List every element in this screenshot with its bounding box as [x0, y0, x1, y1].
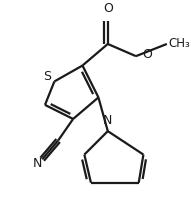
- Text: O: O: [142, 48, 152, 61]
- Text: S: S: [43, 70, 51, 83]
- Text: N: N: [33, 157, 42, 170]
- Text: N: N: [103, 114, 113, 127]
- Text: CH₃: CH₃: [169, 37, 190, 50]
- Text: O: O: [103, 2, 113, 15]
